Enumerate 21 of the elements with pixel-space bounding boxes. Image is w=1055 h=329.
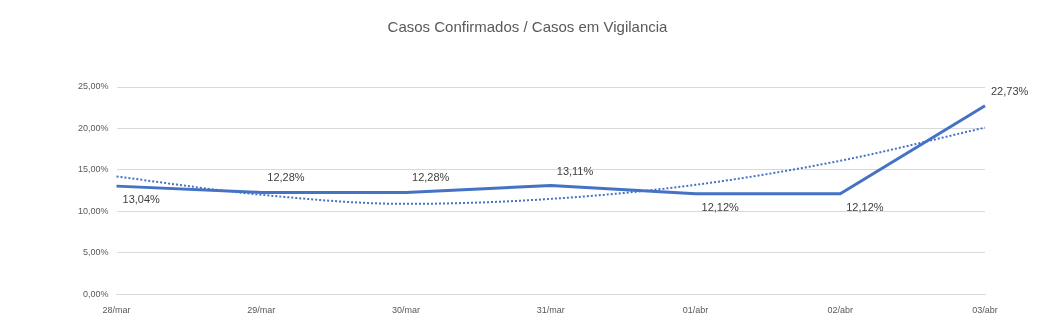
data-label: 13,11% (556, 164, 594, 177)
y-tick-label: 20,00% (77, 122, 109, 133)
y-tick-label: 10,00% (77, 205, 109, 216)
x-tick-label: 03/abr (972, 305, 998, 316)
x-tick-label: 01/abr (682, 305, 709, 316)
x-tick-label: 29/mar (247, 305, 276, 316)
x-tick-label: 30/mar (392, 305, 421, 316)
y-tick-label: 15,00% (77, 164, 109, 175)
data-label: 12,12% (701, 200, 740, 213)
x-tick-label: 31/mar (536, 305, 565, 316)
data-label: 12,28% (412, 171, 450, 184)
data-label: 22,73% (991, 84, 1029, 97)
chart-title: Casos Confirmados / Casos em Vigilancia (387, 18, 669, 36)
data-label: 12,28% (267, 171, 305, 184)
data-label: 12,12% (846, 200, 884, 213)
x-tick-label: 02/abr (827, 305, 854, 316)
data-label: 13,04% (122, 193, 161, 206)
x-tick-label: 28/mar (102, 305, 131, 316)
y-tick-label: 5,00% (82, 247, 109, 258)
y-tick-label: 25,00% (77, 81, 109, 92)
y-tick-label: 0,00% (82, 288, 109, 299)
